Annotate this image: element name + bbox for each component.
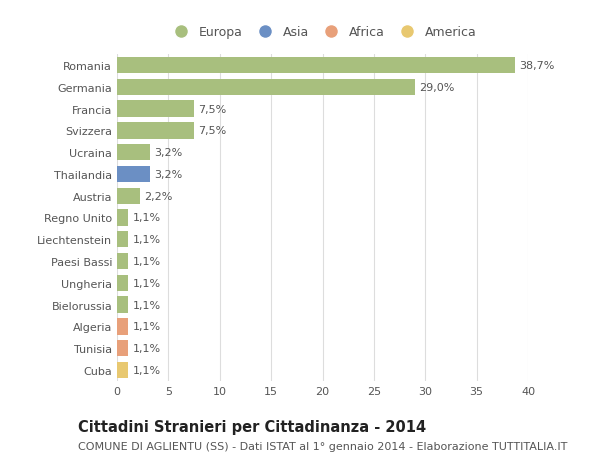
Text: 2,2%: 2,2%	[144, 191, 172, 202]
Text: 7,5%: 7,5%	[198, 126, 226, 136]
Text: 1,1%: 1,1%	[133, 365, 161, 375]
Bar	[117, 188, 140, 204]
Bar	[117, 79, 415, 96]
Text: COMUNE DI AGLIENTU (SS) - Dati ISTAT al 1° gennaio 2014 - Elaborazione TUTTITALI: COMUNE DI AGLIENTU (SS) - Dati ISTAT al …	[78, 441, 568, 451]
Text: Cittadini Stranieri per Cittadinanza - 2014: Cittadini Stranieri per Cittadinanza - 2…	[78, 419, 426, 434]
Bar	[117, 253, 128, 269]
Text: 1,1%: 1,1%	[133, 343, 161, 353]
Text: 1,1%: 1,1%	[133, 322, 161, 332]
Text: 1,1%: 1,1%	[133, 213, 161, 223]
Bar	[117, 319, 128, 335]
Bar	[117, 362, 128, 378]
Legend: Europa, Asia, Africa, America: Europa, Asia, Africa, America	[165, 22, 480, 43]
Text: 29,0%: 29,0%	[419, 83, 454, 93]
Bar	[117, 210, 128, 226]
Bar	[117, 145, 150, 161]
Bar	[117, 58, 515, 74]
Bar	[117, 275, 128, 291]
Bar	[117, 297, 128, 313]
Bar	[117, 123, 194, 139]
Text: 1,1%: 1,1%	[133, 235, 161, 245]
Text: 1,1%: 1,1%	[133, 278, 161, 288]
Text: 1,1%: 1,1%	[133, 257, 161, 267]
Text: 3,2%: 3,2%	[154, 148, 182, 158]
Text: 38,7%: 38,7%	[519, 61, 554, 71]
Text: 7,5%: 7,5%	[198, 104, 226, 114]
Bar	[117, 167, 150, 183]
Text: 3,2%: 3,2%	[154, 169, 182, 179]
Bar	[117, 232, 128, 248]
Text: 1,1%: 1,1%	[133, 300, 161, 310]
Bar	[117, 340, 128, 357]
Bar	[117, 101, 194, 118]
